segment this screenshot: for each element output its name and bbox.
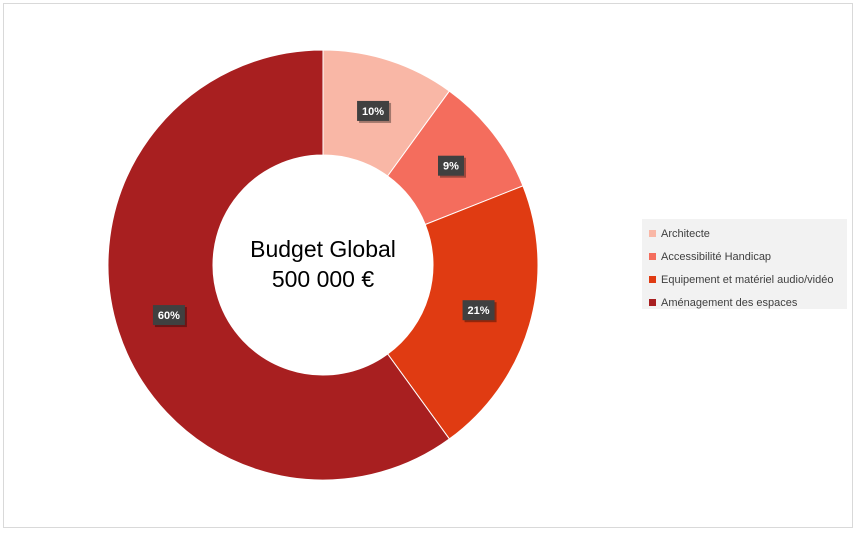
center-amount: 500 000 € (271, 266, 375, 292)
svg-text:10%: 10% (362, 106, 384, 118)
slice-4 (107, 49, 451, 481)
data-label-2: 9% (438, 155, 467, 178)
svg-text:21%: 21% (468, 305, 490, 317)
legend-item: Aménagement des espaces (642, 291, 847, 314)
legend-label: Aménagement des espaces (661, 296, 798, 309)
legend-swatch (649, 299, 656, 306)
legend-label: Accessibilité Handicap (661, 250, 772, 263)
data-label-4: 60% (152, 305, 187, 328)
legend-item: Architecte (642, 222, 847, 245)
data-label-1: 10% (357, 100, 392, 123)
legend-label: Equipement et matériel audio/vidéo (661, 273, 834, 286)
center-title: Budget Global (250, 236, 396, 262)
legend-swatch (649, 253, 656, 260)
svg-text:9%: 9% (443, 161, 459, 173)
legend-item: Equipement et matériel audio/vidéo (642, 268, 847, 291)
legend-swatch (649, 276, 656, 283)
legend: Architecte Accessibilité Handicap Equipeme… (642, 219, 847, 309)
legend-swatch (649, 230, 656, 237)
data-label-3: 21% (462, 300, 497, 323)
legend-item: Accessibilité Handicap (642, 245, 847, 268)
legend-label: Architecte (661, 227, 710, 240)
svg-text:60%: 60% (158, 310, 180, 322)
